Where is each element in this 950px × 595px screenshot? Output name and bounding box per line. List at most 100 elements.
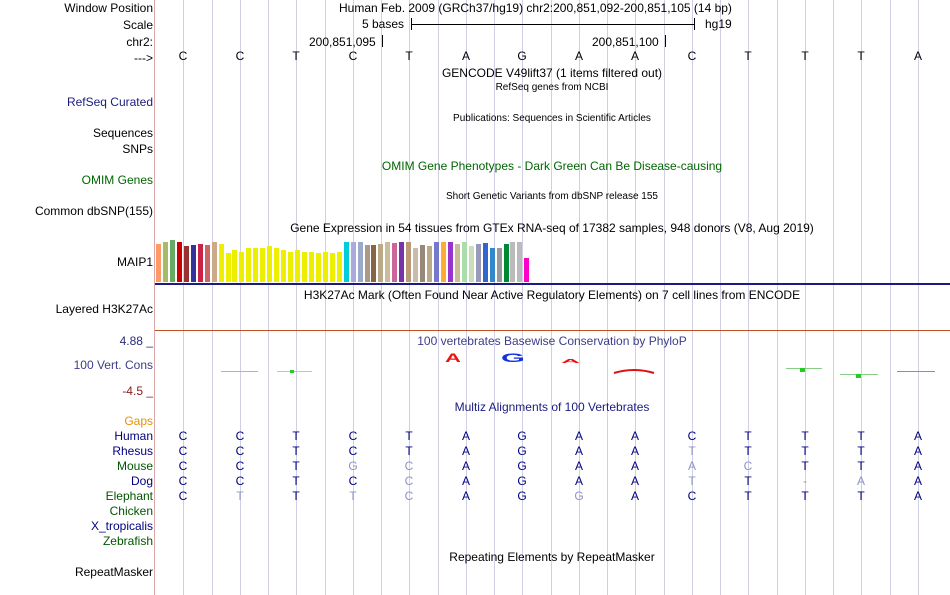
gtex-tissue-bar[interactable] — [455, 244, 460, 282]
gtex-tissue-bar[interactable] — [392, 243, 397, 282]
dbsnp-label[interactable]: Common dbSNP(155) — [34, 204, 153, 218]
gtex-tissue-bar[interactable] — [205, 245, 210, 282]
gtex-tissue-bar[interactable] — [309, 252, 314, 282]
gtex-tissue-bar[interactable] — [365, 245, 370, 282]
gtex-tissue-bar[interactable] — [156, 244, 161, 282]
gaps-label[interactable]: Gaps — [124, 414, 153, 428]
gtex-tissue-bar[interactable] — [399, 242, 404, 282]
gtex-tissue-bar[interactable] — [184, 246, 189, 282]
multiz-title[interactable]: Multiz Alignments of 100 Vertebrates — [454, 400, 650, 414]
gtex-tissue-bar[interactable] — [427, 246, 432, 282]
gtex-tissue-bar[interactable] — [469, 246, 474, 282]
gtex-tissue-bar[interactable] — [226, 253, 231, 282]
gtex-tissue-bar[interactable] — [510, 242, 515, 282]
gtex-tissue-bar[interactable] — [371, 245, 376, 282]
grid-line — [777, 0, 778, 595]
gtex-tissue-bar[interactable] — [274, 248, 279, 282]
gtex-tissue-bar[interactable] — [239, 252, 244, 282]
strand-label: ---> — [134, 51, 153, 65]
gtex-tissue-bar[interactable] — [232, 250, 237, 282]
species-label[interactable]: X_tropicalis — [90, 519, 153, 533]
gtex-tissue-bar[interactable] — [337, 252, 342, 282]
gtex-tissue-bar[interactable] — [163, 242, 168, 282]
gtex-gene-label[interactable]: MAIP1 — [116, 255, 153, 269]
gtex-tissue-bar[interactable] — [517, 242, 522, 282]
grid-line — [607, 0, 608, 595]
species-label[interactable]: Mouse — [116, 459, 153, 473]
gtex-tissue-bar[interactable] — [177, 242, 182, 282]
dbsnp-title[interactable]: Short Genetic Variants from dbSNP releas… — [446, 191, 658, 202]
gtex-tissue-bar[interactable] — [323, 252, 328, 282]
rmsk-title[interactable]: Repeating Elements by RepeatMasker — [449, 550, 655, 564]
gtex-tissue-bar[interactable] — [219, 244, 224, 282]
publications-title[interactable]: Publications: Sequences in Scientific Ar… — [453, 113, 651, 124]
species-label[interactable]: Human — [114, 429, 153, 443]
gtex-tissue-bar[interactable] — [413, 248, 418, 282]
grid-line — [296, 0, 297, 595]
phylop-title[interactable]: 100 vertebrates Basewise Conservation by… — [417, 334, 687, 348]
gtex-tissue-bar[interactable] — [351, 242, 356, 282]
sequences-label[interactable]: Sequences — [92, 126, 153, 140]
species-label[interactable]: Elephant — [105, 489, 153, 503]
h3k27-label[interactable]: Layered H3K27Ac — [55, 302, 153, 316]
gtex-tissue-bar[interactable] — [267, 246, 272, 282]
gtex-tissue-bar[interactable] — [316, 253, 321, 282]
alignment-base: G — [517, 489, 527, 503]
gtex-tissue-bar[interactable] — [462, 242, 467, 282]
gtex-tissue-bar[interactable] — [191, 245, 196, 282]
alignment-base: A — [630, 444, 639, 458]
gtex-tissue-bar[interactable] — [483, 243, 488, 282]
gtex-tissue-bar[interactable] — [378, 244, 383, 282]
alignment-base: - — [803, 474, 807, 488]
gtex-tissue-bar[interactable] — [330, 253, 335, 282]
alignment-base: T — [744, 474, 752, 488]
species-label[interactable]: Chicken — [109, 504, 153, 518]
gtex-tissue-bar[interactable] — [497, 248, 502, 282]
gtex-tissue-bar[interactable] — [302, 252, 307, 282]
omim-label[interactable]: OMIM Genes — [81, 173, 153, 187]
gtex-tissue-bar[interactable] — [385, 242, 390, 282]
gtex-tissue-bar[interactable] — [253, 248, 258, 282]
reference-base: T — [801, 49, 809, 63]
gtex-tissue-bar[interactable] — [281, 250, 286, 282]
gtex-tissue-bar[interactable] — [434, 242, 439, 282]
gtex-tissue-bar[interactable] — [441, 242, 446, 282]
alignment-base: T — [405, 429, 413, 443]
gencode-title[interactable]: GENCODE V49lift37 (1 items filtered out) — [441, 66, 663, 80]
gtex-tissue-bar[interactable] — [198, 244, 203, 282]
omim-title[interactable]: OMIM Gene Phenotypes - Dark Green Can Be… — [381, 159, 723, 173]
gtex-tissue-bar[interactable] — [420, 245, 425, 282]
gtex-tissue-bar[interactable] — [504, 244, 509, 282]
gtex-tissue-bar[interactable] — [288, 252, 293, 282]
refseq-label[interactable]: RefSeq Curated — [66, 95, 153, 109]
alignment-base: A — [913, 444, 922, 458]
phylop-label[interactable]: 100 Vert. Cons — [73, 358, 153, 372]
phylop-mark — [800, 368, 805, 372]
alignment-base: C — [743, 459, 753, 473]
species-label[interactable]: Dog — [130, 474, 153, 488]
rmsk-label[interactable]: RepeatMasker — [74, 565, 153, 579]
species-label[interactable]: Zebrafish — [102, 534, 153, 548]
refseq-title[interactable]: RefSeq genes from NCBI — [495, 82, 609, 93]
gtex-title[interactable]: Gene Expression in 54 tissues from GTEx … — [290, 221, 814, 235]
gtex-tissue-bar[interactable] — [406, 242, 411, 282]
species-label[interactable]: Rhesus — [112, 444, 153, 458]
alignment-base: T — [405, 444, 413, 458]
gtex-tissue-bar[interactable] — [295, 250, 300, 282]
gtex-tissue-bar[interactable] — [448, 242, 453, 282]
alignment-base: A — [630, 474, 639, 488]
gtex-tissue-bar[interactable] — [358, 242, 363, 282]
alignment-base: T — [857, 444, 865, 458]
gtex-tissue-bar[interactable] — [170, 240, 175, 282]
gtex-tissue-bar[interactable] — [344, 242, 349, 282]
snps-label[interactable]: SNPs — [122, 142, 153, 156]
h3k27-title[interactable]: H3K27Ac Mark (Often Found Near Active Re… — [303, 288, 801, 302]
gtex-tissue-bar[interactable] — [246, 248, 251, 282]
alignment-base: C — [235, 429, 245, 443]
gtex-tissue-bar[interactable] — [476, 244, 481, 282]
grid-line — [212, 0, 213, 595]
gtex-tissue-bar[interactable] — [260, 248, 265, 282]
gtex-tissue-bar[interactable] — [490, 248, 495, 282]
gtex-tissue-bar[interactable] — [524, 258, 529, 282]
gtex-tissue-bar[interactable] — [212, 242, 217, 282]
